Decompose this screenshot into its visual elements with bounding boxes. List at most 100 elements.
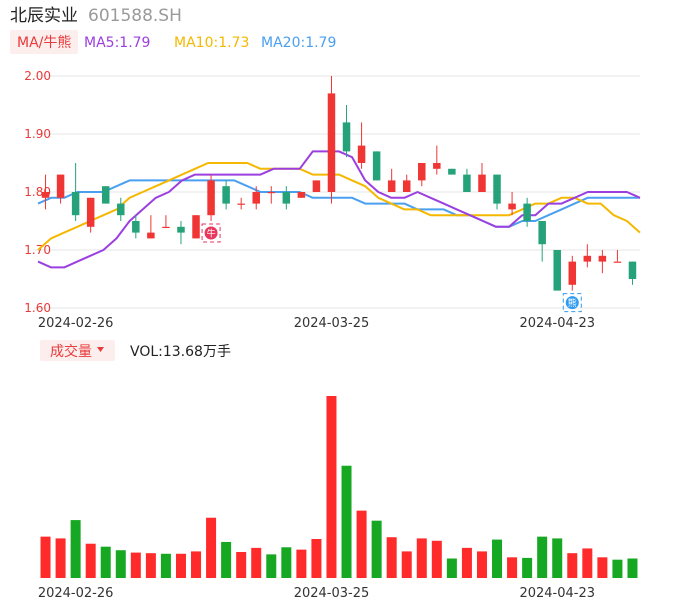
volume-bar [552, 538, 563, 578]
volume-x-tick-label: 2024-04-23 [519, 586, 595, 601]
ma-toggle-button[interactable]: MA/牛熊 [10, 30, 78, 54]
bear-marker-glyph: 熊 [568, 297, 577, 309]
candle-body [357, 145, 366, 163]
candle-body [493, 174, 501, 204]
candle-body [312, 180, 321, 192]
price-x-tick-label: 2024-04-23 [519, 316, 595, 331]
price-grid [34, 75, 640, 309]
volume-bar [386, 537, 397, 578]
signal-markers: 牛熊 [201, 223, 582, 313]
candle-body [448, 168, 456, 175]
volume-bar [296, 549, 307, 578]
candle-body [252, 192, 260, 204]
candle-body [433, 163, 441, 169]
candle-body [508, 203, 516, 210]
price-y-tick-label: 1.70 [24, 243, 51, 257]
candle-body [282, 192, 291, 204]
volume-bar [160, 553, 171, 578]
volume-bar [206, 517, 217, 578]
volume-bar [446, 558, 457, 578]
stock-name: 北辰实业 [10, 6, 78, 26]
volume-x-axis: 2024-02-26 2024-03-25 2024-04-23 [38, 586, 595, 601]
volume-bar [461, 547, 472, 578]
price-x-tick-label: 2024-02-26 [38, 316, 114, 331]
candle-body [523, 203, 531, 221]
ma-toggle-bg[interactable] [10, 30, 78, 54]
candle-body [132, 221, 140, 233]
ma-toggle-label[interactable]: MA/牛熊 [17, 35, 71, 51]
candle-body [372, 151, 381, 181]
candle-body [162, 226, 170, 228]
volume-bar [100, 546, 111, 578]
candle-body [41, 192, 50, 198]
candle-body [613, 261, 622, 263]
candle-body [418, 163, 426, 181]
volume-bar [522, 557, 533, 578]
candle-body [177, 226, 185, 233]
volume-selector-button[interactable]: 成交量 [40, 340, 115, 361]
price-y-axis: 2.001.901.801.701.60 [24, 69, 51, 315]
volume-bar [371, 520, 382, 578]
volume-bar [476, 551, 487, 578]
price-x-axis: 2024-02-26 2024-03-25 2024-04-23 [38, 316, 595, 331]
volume-bar [582, 548, 593, 578]
candle-body [568, 261, 577, 285]
volume-bar [40, 536, 51, 578]
bull-marker-icon [204, 226, 218, 240]
volume-bar [401, 551, 412, 578]
volume-bar [70, 520, 81, 578]
volume-bar [492, 539, 503, 578]
candlestick-series [41, 76, 637, 291]
ma10-line [37, 162, 641, 251]
volume-x-tick-label: 2024-03-25 [294, 586, 370, 601]
volume-bar [145, 553, 156, 578]
bull-marker-glyph: 牛 [207, 228, 216, 240]
volume-bar [612, 559, 623, 578]
volume-selector-label[interactable]: 成交量 [50, 343, 92, 360]
volume-bar [115, 550, 126, 578]
candle-body [538, 221, 546, 245]
volume-bar [221, 541, 232, 578]
candle-body [56, 174, 65, 198]
ma5-line [37, 150, 641, 269]
candle-body [327, 93, 336, 192]
price-y-tick-label: 2.00 [24, 69, 51, 83]
volume-bar [311, 539, 322, 578]
volume-bar [191, 551, 202, 578]
candle-body [463, 174, 471, 192]
volume-x-tick-label: 2024-02-26 [38, 586, 114, 601]
candle-body [478, 174, 486, 192]
bear-marker-icon [565, 296, 579, 310]
moving-average-lines [37, 150, 641, 269]
candle-body [207, 180, 215, 216]
volume-bar [567, 553, 578, 578]
candle-body [583, 255, 592, 262]
caret-down-icon[interactable] [97, 347, 104, 352]
ma10-value: MA10:1.73 [174, 35, 249, 51]
candle-body [101, 186, 110, 204]
volume-bar [356, 510, 367, 578]
candle-body [117, 203, 125, 216]
candle-body [387, 180, 396, 192]
price-x-tick-label: 2024-03-25 [294, 316, 370, 331]
bull-marker-frame [201, 223, 221, 243]
candle-body [553, 250, 561, 291]
candle-body [222, 186, 230, 204]
volume-bar [130, 552, 141, 578]
candle-body [147, 232, 155, 239]
volume-bar [236, 552, 247, 578]
volume-bar [251, 547, 262, 578]
ma5-value: MA5:1.79 [84, 35, 150, 51]
volume-bar [326, 396, 337, 578]
candle-body [402, 180, 411, 192]
volume-bar [55, 538, 66, 578]
volume-bar [597, 557, 608, 578]
volume-bar-series [40, 396, 638, 578]
stock-code: 601588.SH [88, 6, 182, 26]
volume-selector-bg[interactable] [40, 340, 115, 361]
volume-bar [537, 536, 548, 578]
candle-body [628, 261, 637, 279]
volume-bar [85, 543, 96, 578]
volume-bar [627, 558, 638, 578]
volume-bar [431, 540, 442, 578]
